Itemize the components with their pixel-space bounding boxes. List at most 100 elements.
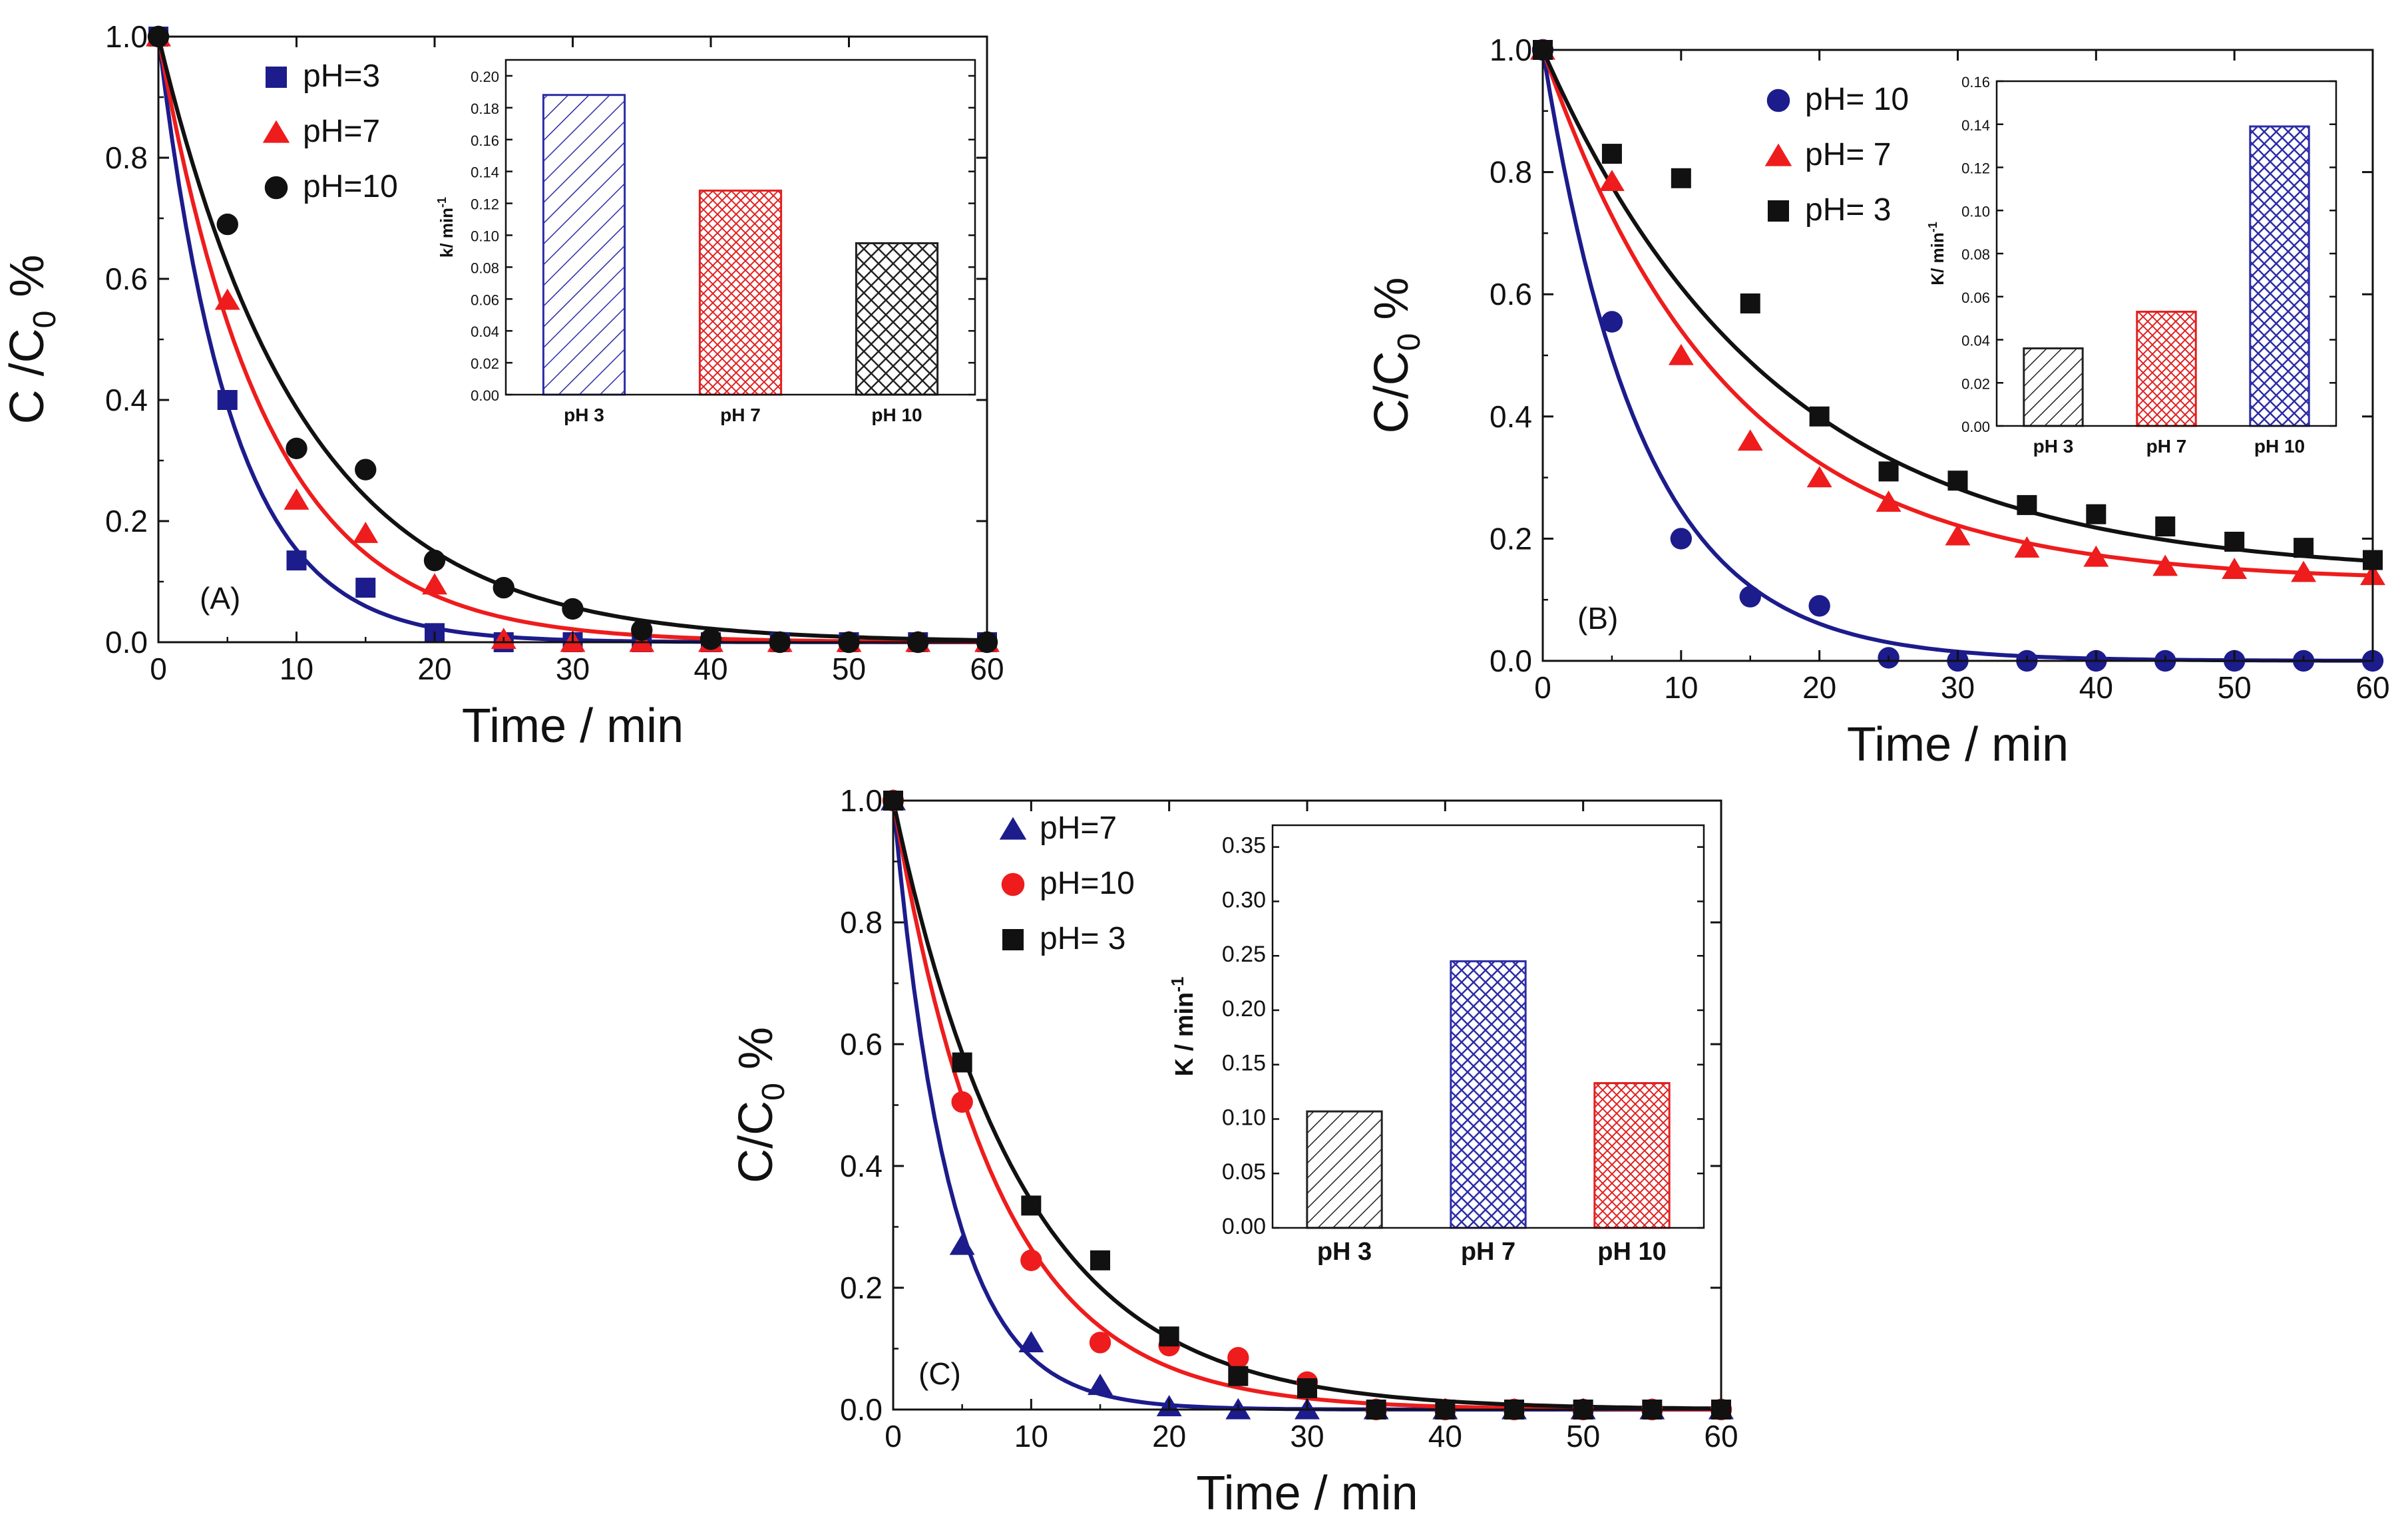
data-point: [1020, 1249, 1042, 1272]
inset-y-tick-label: 0.12: [1961, 160, 1990, 177]
legend-marker: [1002, 929, 1024, 950]
inset-y-tick-label: 0.08: [1961, 246, 1990, 263]
legend-marker: [1766, 89, 1790, 112]
data-point: [1159, 1326, 1179, 1347]
legend-marker: [266, 67, 287, 88]
data-point: [2086, 504, 2107, 524]
panel-c: 0 10 20 30 40 50 60 0.0 0.2 0.4 0.6 0.8 1.0 Time / mi…: [729, 783, 1738, 1520]
y-axis-title: C/C0 %: [729, 1027, 791, 1183]
inset-y-tick-label: 0.04: [471, 323, 499, 340]
data-point: [949, 1233, 975, 1255]
data-point: [1809, 406, 1830, 427]
data-point: [951, 1091, 973, 1113]
legend-marker: [1764, 143, 1792, 166]
legend: pH=7 pH=10 pH= 3: [999, 811, 1135, 956]
data-point: [2014, 536, 2040, 558]
inset-category-label: pH 3: [2033, 436, 2074, 457]
y-tick-label: 0.0: [1490, 644, 1532, 678]
x-tick-label: 10: [1664, 670, 1698, 705]
inset-y-tick-label: 0.18: [471, 100, 499, 117]
fit-line-2: [1541, 49, 2373, 578]
x-tick-label: 60: [970, 652, 1004, 686]
inset-y-tick-label: 0.10: [1222, 1105, 1266, 1130]
inset-category-label: pH 7: [720, 405, 761, 425]
legend-marker: [1768, 200, 1789, 222]
x-tick-label: 40: [694, 652, 727, 686]
data-point: [423, 549, 446, 572]
data-point: [1737, 429, 1763, 451]
inset-category-label: pH 3: [1317, 1238, 1372, 1266]
y-axis-title: C /C0 %: [1, 255, 63, 425]
data-point: [422, 573, 447, 595]
x-tick-label: 30: [556, 652, 590, 686]
y-tick-label: 0.6: [105, 262, 148, 296]
y-tick-label: 0.2: [1490, 521, 1532, 556]
y-tick-label: 0.8: [840, 905, 883, 940]
legend-label: pH= 3: [1805, 192, 1891, 228]
y-axis-title: C/C0 %: [1365, 278, 1427, 434]
data-point: [286, 550, 307, 571]
inset-y-tick-label: 0.14: [1961, 117, 1990, 134]
inset-bar: [542, 94, 626, 396]
inset-y-tick-label: 0.06: [1961, 289, 1990, 306]
inset-bar-chart: pH 3 pH 7 pH 10 0.00 0.02 0.04 0.06 0.08 0.10 0.1…: [1926, 74, 2337, 457]
inset-y-tick-label: 0.00: [1222, 1214, 1266, 1239]
inset-bar: [1306, 1110, 1383, 1229]
data-point: [1671, 168, 1691, 188]
y-tick-label: 0.4: [105, 383, 148, 417]
inset-category-label: pH 7: [2146, 436, 2187, 457]
data-point: [353, 521, 379, 543]
inset-y-tick-label: 0.16: [471, 132, 499, 149]
inset-y-tick-label: 0.04: [1961, 333, 1990, 349]
data-point: [2152, 554, 2178, 576]
x-tick-label: 30: [1290, 1419, 1324, 1453]
x-tick-label: 20: [417, 652, 451, 686]
inset-y-tick-label: 0.06: [471, 291, 499, 308]
x-tick-label: 50: [1566, 1419, 1600, 1453]
x-tick-label: 50: [2218, 670, 2252, 705]
data-point: [1090, 1250, 1110, 1270]
legend-label: pH=3: [303, 59, 380, 94]
inset-y-tick-label: 0.16: [1961, 74, 1990, 91]
inset-bar: [2249, 125, 2310, 427]
y-tick-label: 1.0: [840, 783, 883, 818]
x-tick-label: 40: [2079, 670, 2113, 705]
data-point: [1739, 586, 1761, 608]
x-axis-title: Time / min: [1196, 1467, 1418, 1520]
data-point: [216, 213, 238, 236]
data-point: [1740, 293, 1760, 313]
inset-bar-chart: pH 3 pH 7 pH 10 0.00 0.05 0.10 0.15 0.20 0.25 0.3…: [1167, 824, 1705, 1266]
data-point: [1806, 466, 1832, 488]
inset-bar: [1593, 1082, 1671, 1229]
legend-label: pH= 3: [1040, 921, 1125, 956]
x-tick-label: 0: [1534, 670, 1551, 705]
data-point: [952, 1052, 972, 1073]
data-point: [1601, 144, 1622, 164]
x-tick-label: 10: [280, 652, 313, 686]
inset-y-tick-label: 0.25: [1222, 942, 1266, 967]
inset-y-tick-label: 0.20: [471, 69, 499, 85]
inset-y-tick-label: 0.05: [1222, 1159, 1266, 1185]
legend-label: pH=7: [1040, 811, 1117, 846]
legend-label: pH=10: [303, 169, 398, 204]
inset-bar: [698, 189, 783, 396]
data-point: [1876, 490, 1902, 512]
inset-bar: [2023, 347, 2084, 427]
y-tick-label: 0.6: [840, 1027, 883, 1061]
panel-b: 0 10 20 30 40 50 60 0.0 0.2 0.4 0.6 0.8 1.0 Time / mi…: [1365, 33, 2390, 771]
x-tick-label: 40: [1428, 1419, 1462, 1453]
y-tick-label: 0.4: [840, 1149, 883, 1183]
inset-y-tick-label: 0.15: [1222, 1051, 1266, 1076]
legend-label: pH=10: [1040, 866, 1135, 901]
inset-category-label: pH 7: [1461, 1238, 1515, 1266]
data-point: [1227, 1347, 1249, 1369]
inset-bar: [2136, 310, 2197, 427]
panel-label: (A): [200, 581, 240, 616]
data-point: [1947, 471, 1968, 491]
inset-category-label: pH 10: [871, 405, 922, 425]
legend-marker: [999, 817, 1027, 840]
data-point: [1088, 1374, 1113, 1396]
data-point: [1599, 170, 1625, 192]
y-tick-label: 1.0: [1490, 33, 1532, 67]
